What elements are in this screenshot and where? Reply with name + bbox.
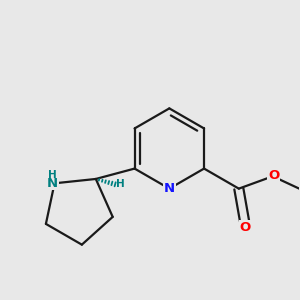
Text: O: O — [239, 221, 250, 234]
Text: N: N — [47, 177, 58, 190]
Text: O: O — [268, 169, 279, 182]
Text: H: H — [48, 170, 57, 180]
Text: N: N — [164, 182, 175, 195]
Text: H: H — [116, 179, 125, 189]
